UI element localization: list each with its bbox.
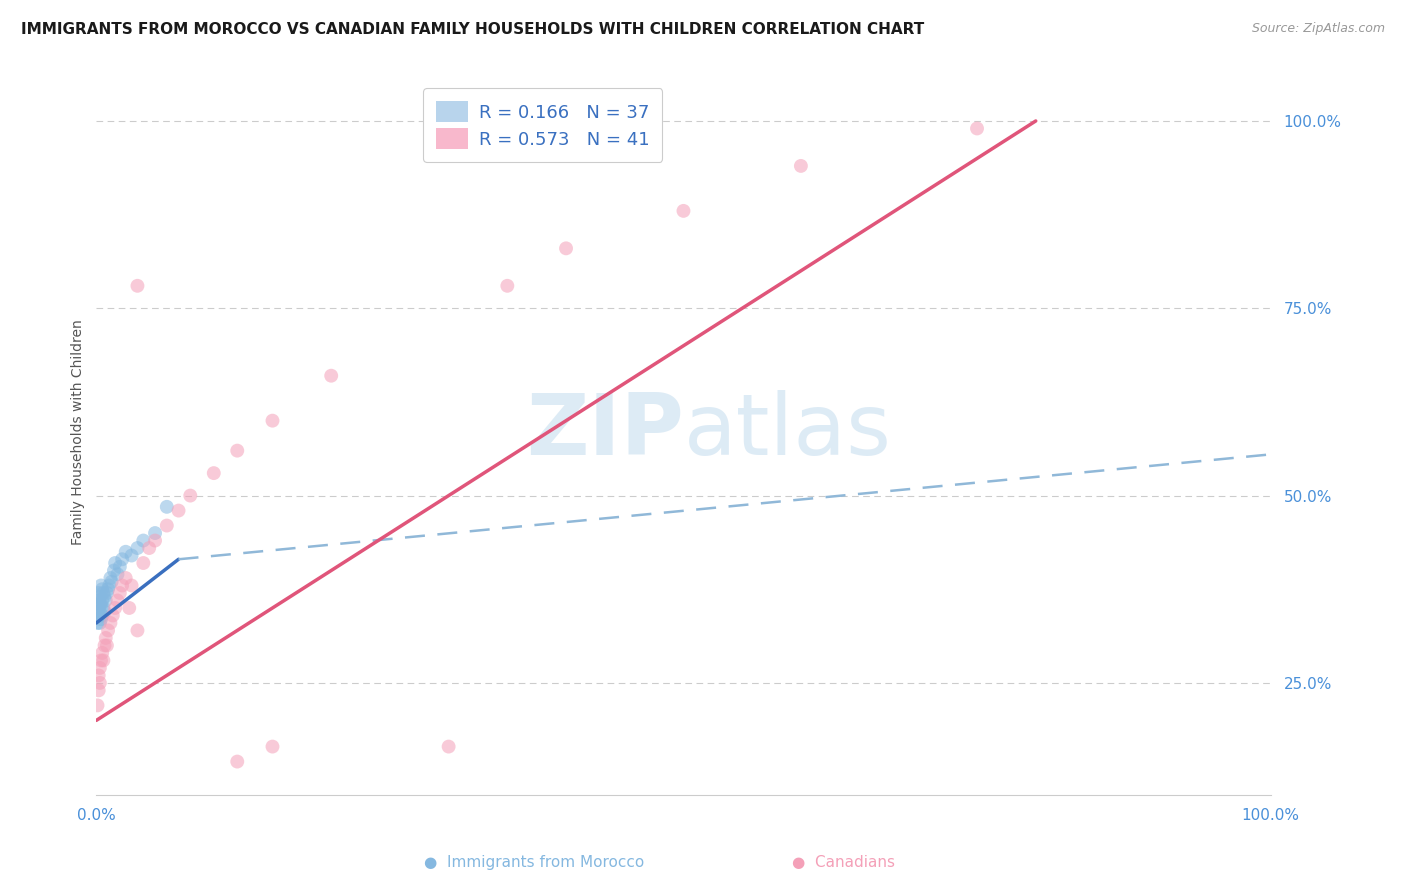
Point xyxy=(86,605,108,619)
Point xyxy=(89,676,111,690)
Point xyxy=(262,739,284,754)
Point xyxy=(97,582,120,597)
Text: Source: ZipAtlas.com: Source: ZipAtlas.com xyxy=(1251,22,1385,36)
Point xyxy=(100,574,122,589)
Point xyxy=(89,597,111,611)
Point xyxy=(91,646,114,660)
Point xyxy=(108,586,131,600)
Point xyxy=(103,564,125,578)
Point xyxy=(100,615,122,630)
Point xyxy=(89,615,111,630)
Point xyxy=(87,668,110,682)
Point xyxy=(104,556,127,570)
Point xyxy=(98,578,121,592)
Point xyxy=(167,503,190,517)
Point xyxy=(156,518,179,533)
Point xyxy=(93,639,115,653)
Point xyxy=(226,443,249,458)
Point xyxy=(93,586,115,600)
Point xyxy=(90,612,112,626)
Point xyxy=(93,590,115,604)
Point xyxy=(91,593,114,607)
Point xyxy=(104,601,127,615)
Y-axis label: Family Households with Children: Family Households with Children xyxy=(72,319,86,545)
Point xyxy=(107,593,129,607)
Point xyxy=(321,368,343,383)
Point xyxy=(100,571,122,585)
Point xyxy=(138,541,160,555)
Point xyxy=(127,624,149,638)
Legend: R = 0.166   N = 37, R = 0.573   N = 41: R = 0.166 N = 37, R = 0.573 N = 41 xyxy=(423,88,662,161)
Point xyxy=(101,608,124,623)
Point xyxy=(90,597,112,611)
Point xyxy=(143,526,166,541)
Point xyxy=(93,605,115,619)
Point xyxy=(202,466,225,480)
Point xyxy=(179,489,201,503)
Point xyxy=(790,159,813,173)
Text: atlas: atlas xyxy=(683,391,891,474)
Point xyxy=(89,661,111,675)
Text: ●  Canadians: ● Canadians xyxy=(792,855,896,870)
Point xyxy=(94,631,117,645)
Point xyxy=(90,653,112,667)
Point xyxy=(132,533,155,548)
Point xyxy=(111,578,134,592)
Point xyxy=(93,653,115,667)
Point xyxy=(87,601,110,615)
Point xyxy=(132,556,155,570)
Point xyxy=(93,601,115,615)
Point xyxy=(114,545,136,559)
Point xyxy=(111,552,134,566)
Point xyxy=(672,203,695,218)
Point xyxy=(86,615,108,630)
Point xyxy=(96,586,118,600)
Point xyxy=(127,278,149,293)
Point xyxy=(156,500,179,514)
Point xyxy=(108,559,131,574)
Point xyxy=(966,121,988,136)
Point xyxy=(90,578,112,592)
Point xyxy=(91,608,114,623)
Point xyxy=(121,578,143,592)
Point xyxy=(127,541,149,555)
Point xyxy=(226,755,249,769)
Point xyxy=(87,593,110,607)
Point xyxy=(118,601,141,615)
Point xyxy=(87,586,110,600)
Point xyxy=(121,549,143,563)
Point xyxy=(86,698,108,713)
Point xyxy=(87,608,110,623)
Point xyxy=(437,739,460,754)
Text: ●  Immigrants from Morocco: ● Immigrants from Morocco xyxy=(425,855,644,870)
Point xyxy=(91,582,114,597)
Point xyxy=(114,571,136,585)
Point xyxy=(555,241,578,255)
Text: IMMIGRANTS FROM MOROCCO VS CANADIAN FAMILY HOUSEHOLDS WITH CHILDREN CORRELATION : IMMIGRANTS FROM MOROCCO VS CANADIAN FAMI… xyxy=(21,22,924,37)
Point xyxy=(107,567,129,582)
Point xyxy=(496,278,519,293)
Point xyxy=(87,683,110,698)
Point xyxy=(89,590,111,604)
Point xyxy=(143,533,166,548)
Point xyxy=(262,414,284,428)
Point xyxy=(96,639,118,653)
Point xyxy=(97,624,120,638)
Point xyxy=(94,593,117,607)
Point xyxy=(89,605,111,619)
Text: ZIP: ZIP xyxy=(526,391,683,474)
